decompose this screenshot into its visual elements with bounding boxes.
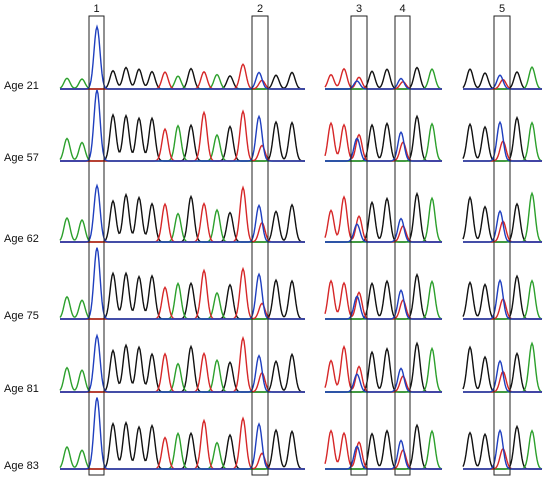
marker-label: 4 [399,3,405,15]
trace [462,115,542,162]
trace [60,24,305,90]
trace [325,439,442,470]
trace [325,367,442,393]
marker-box [493,15,511,476]
marker-box [251,15,269,476]
trace [463,74,542,90]
trace [60,247,305,320]
trace [325,77,442,90]
trace [462,274,542,320]
row-label: Age 83 [4,460,39,472]
trace [60,89,305,162]
row-label: Age 57 [4,152,39,164]
trace [60,183,305,243]
trace [325,288,442,320]
row-label: Age 75 [4,310,39,322]
trace [325,217,442,243]
trace [325,272,442,320]
trace [463,278,542,320]
trace [60,333,305,393]
marker-label: 3 [356,3,362,15]
trace [463,120,542,162]
trace [325,114,442,162]
marker-label: 2 [257,3,263,15]
trace [325,130,442,162]
trace [463,359,542,393]
trace [463,209,542,243]
trace [60,397,305,470]
trace [325,423,442,470]
marker-box [88,15,105,476]
row-label: Age 21 [4,80,39,92]
marker-label: 1 [93,3,99,15]
marker-box [350,15,368,476]
trace [463,428,542,470]
row-label: Age 81 [4,383,39,395]
marker-box [394,15,411,476]
trace [462,424,542,470]
marker-label: 5 [499,3,505,15]
row-label: Age 62 [4,233,39,245]
